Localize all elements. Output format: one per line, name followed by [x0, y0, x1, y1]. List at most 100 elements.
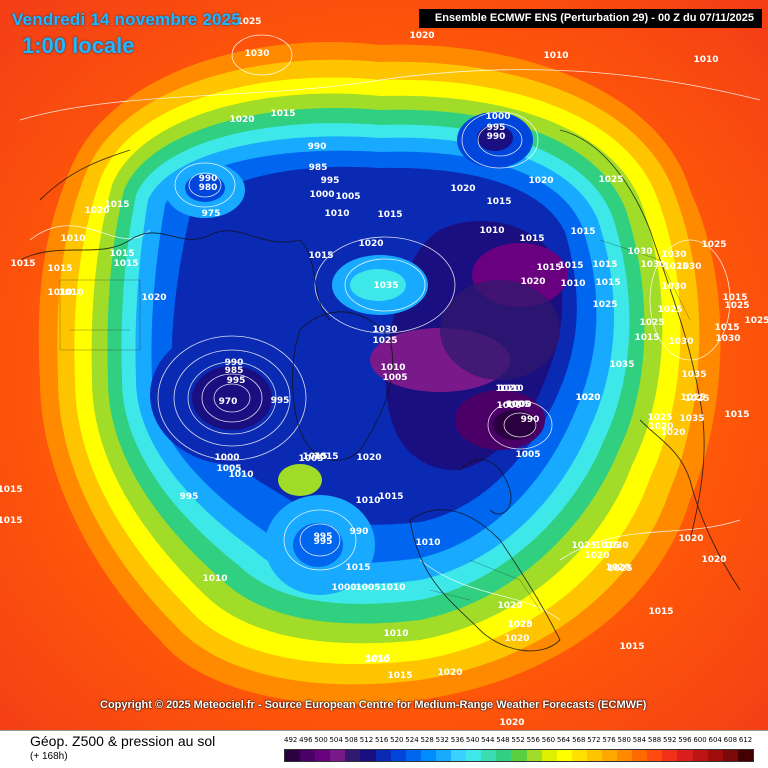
- pressure-value-label: 1005: [505, 400, 530, 410]
- pressure-value-label: 1020: [84, 206, 109, 216]
- legend-swatch: [647, 750, 663, 761]
- pressure-value-label: 1020: [499, 718, 524, 728]
- pressure-value-label: 1025: [607, 564, 632, 574]
- pressure-value-label: 1005: [216, 464, 241, 474]
- legend-level-label: 516: [374, 736, 389, 744]
- color-legend: 492 496 500 504 508 512 516 520 524 528 532 536 540 5…: [284, 736, 754, 764]
- legend-labels: 492 496 500 504 508 512 516 520 524 528 532 536 540 5…: [284, 736, 754, 747]
- pressure-value-label: 1015: [519, 234, 544, 244]
- pressure-value-label: 1030: [640, 260, 665, 270]
- pressure-value-label: 1025: [592, 300, 617, 310]
- trough-nw-inner: [185, 174, 225, 202]
- legend-swatch: [345, 750, 361, 761]
- legend-swatch: [360, 750, 376, 761]
- legend-swatch: [511, 750, 527, 761]
- pressure-value-label: 1020: [507, 620, 532, 630]
- pressure-value-label: 985: [225, 366, 244, 376]
- legend-level-label: 592: [663, 736, 677, 744]
- pressure-value-label: 1030: [661, 282, 686, 292]
- coast-north-america: [19, 230, 331, 321]
- legend-swatch: [707, 750, 723, 761]
- pressure-value-label: 1000: [485, 112, 510, 122]
- legend-swatch: [571, 750, 587, 761]
- pressure-value-label: 1015: [302, 452, 327, 462]
- ridges: [150, 112, 533, 595]
- pressure-value-label: 1025: [657, 305, 682, 315]
- legend-level-label: 560: [541, 736, 556, 744]
- pressure-value-label: 1020: [575, 393, 600, 403]
- legend-level-label: 496: [299, 736, 313, 744]
- legend-swatch: [466, 750, 482, 761]
- pressure-value-label: 1020: [584, 551, 609, 561]
- pressure-value-label: 1020: [575, 393, 600, 403]
- navy-core-pole: [440, 280, 560, 380]
- legend-level-label: 552: [511, 736, 525, 744]
- pressure-value-label: 1035: [681, 370, 706, 380]
- legend-level-label: 568: [572, 736, 586, 744]
- legend-swatch: [300, 750, 316, 761]
- pressure-value-label: 1015: [0, 485, 23, 495]
- pressure-value-label: 1010: [543, 51, 568, 61]
- pressure-value-label: 1015: [313, 452, 338, 462]
- pressure-value-label: 990: [199, 174, 218, 184]
- pressure-value-label: 975: [202, 209, 221, 219]
- trough-ne-inner: [477, 125, 513, 151]
- cold-cores: [370, 243, 568, 450]
- pressure-value-label: 1000: [496, 401, 521, 411]
- pressure-value-label: 1015: [536, 263, 561, 273]
- pressure-value-label: 1015: [10, 259, 35, 269]
- legend-level-label: 504: [329, 736, 343, 744]
- pressure-value-label: 1015: [592, 260, 617, 270]
- legend-swatch: [677, 750, 693, 761]
- pressure-value-label: 1015: [594, 541, 619, 551]
- legend-level-label: 536: [450, 736, 465, 744]
- pressure-value-label: 1025: [647, 413, 672, 423]
- pressure-value-label: 1010: [58, 288, 83, 298]
- pressure-value-label: 1030: [627, 247, 652, 257]
- pressure-value-label: 1015: [724, 410, 749, 420]
- legend-swatch: [692, 750, 708, 761]
- pressure-value-label: 1015: [648, 607, 673, 617]
- pressure-value-label: 1030: [372, 325, 397, 335]
- legend-level-label: 608: [723, 736, 738, 744]
- legend-level-label: 512: [359, 736, 374, 744]
- pressure-value-label: 1010: [380, 363, 405, 373]
- pressure-value-label: 1015: [558, 261, 583, 271]
- legend-swatch: [556, 750, 572, 761]
- pressure-value-label: 995: [271, 396, 290, 406]
- pressure-value-label: 1020: [701, 555, 726, 565]
- pressure-value-label: 1035: [679, 414, 704, 424]
- pressure-value-label: 1015: [634, 333, 659, 343]
- pressure-value-label: 1030: [715, 334, 740, 344]
- pressure-value-label: 1015: [109, 249, 134, 259]
- pressure-value-label: 1010: [47, 288, 72, 298]
- model-info-box: Ensemble ECMWF ENS (Perturbation 29) - 0…: [418, 9, 762, 28]
- pressure-value-label: 1015: [486, 197, 511, 207]
- pressure-value-label: 1005: [382, 373, 407, 383]
- pressure-value-label: 1020: [437, 668, 462, 678]
- legend-swatch: [722, 750, 738, 761]
- chart-title: Géop. Z500 & pression au sol: [30, 733, 216, 749]
- pressure-value-label: 1015: [365, 654, 390, 664]
- pressure-value-label: 1025: [684, 394, 709, 404]
- legend-swatch: [420, 750, 436, 761]
- pressure-value-label: 1015: [308, 251, 333, 261]
- pressure-value-label: 1025: [598, 175, 623, 185]
- legend-swatch: [330, 750, 346, 761]
- pressure-value-label: 1015: [270, 109, 295, 119]
- pressure-value-label: 1020: [497, 601, 522, 611]
- legend-level-label: 556: [526, 736, 540, 744]
- legend-swatch: [586, 750, 602, 761]
- pressure-value-label: 1025: [701, 240, 726, 250]
- pressure-value-label: 1030: [603, 541, 628, 551]
- pressure-value-label: 1010: [364, 655, 389, 665]
- pressure-value-label: 1010: [415, 538, 440, 548]
- pressure-value-label: 1020: [528, 176, 553, 186]
- legend-level-label: 600: [693, 736, 707, 744]
- pressure-value-label: 1030: [668, 337, 693, 347]
- ridge-green-spot: [278, 464, 322, 496]
- pressure-value-label: 1015: [595, 278, 620, 288]
- pressure-value-label: 995: [487, 123, 506, 133]
- pressure-value-label: 1025: [372, 336, 397, 346]
